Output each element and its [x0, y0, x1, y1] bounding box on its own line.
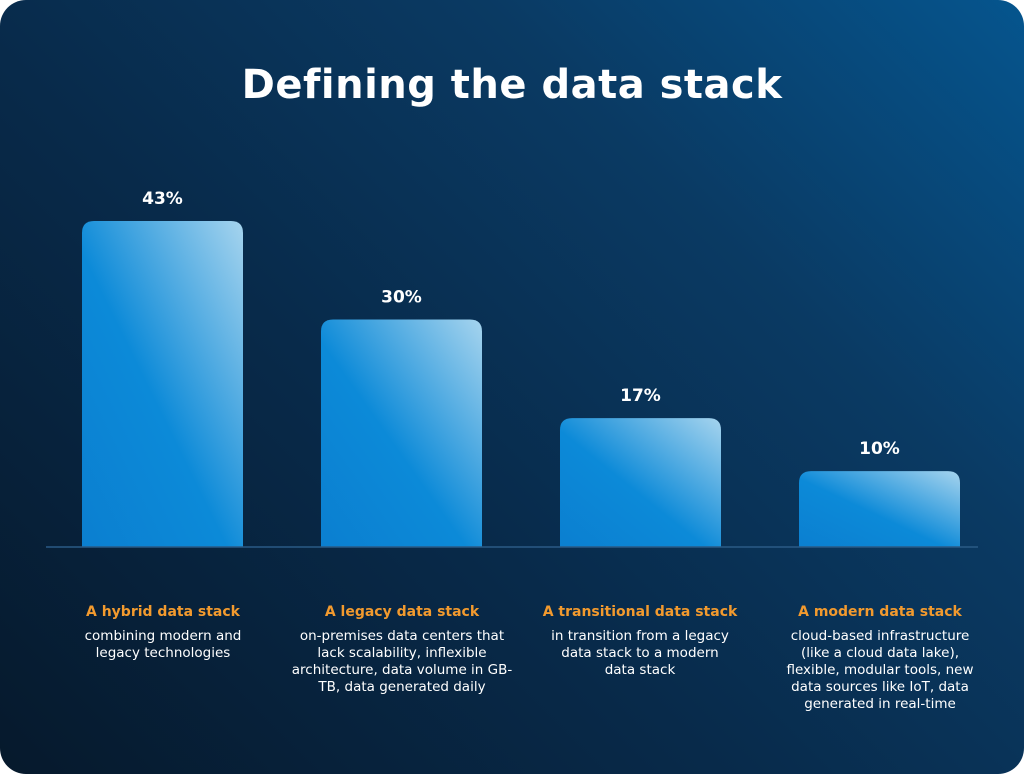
category-transitional: A transitional data stack in transition …: [525, 602, 755, 679]
bar-legacy: [321, 319, 482, 547]
value-label-hybrid: 43%: [142, 189, 183, 209]
value-labels-group: 43% 30% 17% 10%: [142, 189, 900, 459]
category-label: A modern data stack: [798, 604, 962, 620]
value-label-legacy: 30%: [381, 288, 422, 308]
category-modern: A modern data stack cloud-based infrastr…: [765, 602, 995, 713]
category-description: in transition from a legacy data stack t…: [551, 628, 729, 678]
bar-hybrid: [82, 221, 243, 547]
bar-modern: [799, 471, 960, 547]
category-description: combining modern and legacy technologies: [84, 628, 242, 661]
value-label-transitional: 17%: [620, 386, 661, 406]
value-label-modern: 10%: [859, 439, 900, 459]
category-description: cloud-based infrastructure (like a cloud…: [786, 628, 974, 712]
category-label: A transitional data stack: [542, 604, 738, 620]
category-label: A legacy data stack: [324, 604, 480, 620]
category-hybrid: A hybrid data stack combining modern and…: [48, 602, 278, 662]
chart-title: Defining the data stack: [241, 62, 783, 108]
category-label: A hybrid data stack: [86, 604, 240, 620]
bar-transitional: [560, 418, 721, 547]
category-legacy: A legacy data stack on-premises data cen…: [287, 602, 517, 696]
bars-group: [82, 221, 960, 547]
category-description: on-premises data centers that lack scala…: [291, 628, 513, 695]
